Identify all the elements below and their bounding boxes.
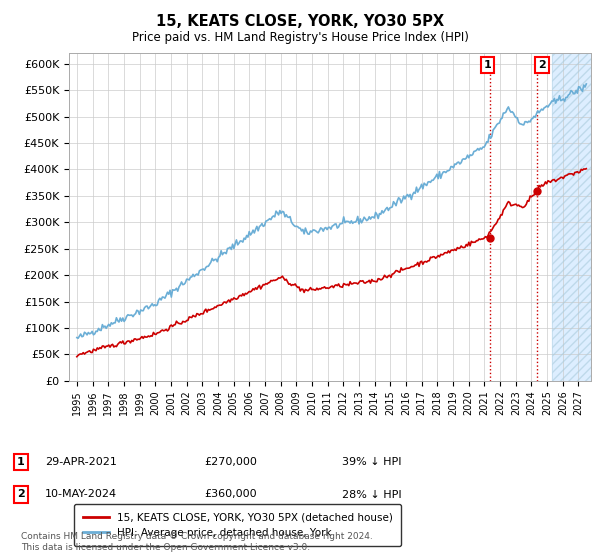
Text: £360,000: £360,000: [204, 489, 257, 500]
Text: 2: 2: [17, 489, 25, 500]
Bar: [552, 53, 591, 381]
Text: 2: 2: [538, 60, 546, 70]
Text: 39% ↓ HPI: 39% ↓ HPI: [342, 457, 401, 467]
Text: 1: 1: [17, 457, 25, 467]
Text: 10-MAY-2024: 10-MAY-2024: [45, 489, 117, 500]
Text: 1: 1: [484, 60, 491, 70]
Text: Price paid vs. HM Land Registry's House Price Index (HPI): Price paid vs. HM Land Registry's House …: [131, 31, 469, 44]
Legend: 15, KEATS CLOSE, YORK, YO30 5PX (detached house), HPI: Average price, detached h: 15, KEATS CLOSE, YORK, YO30 5PX (detache…: [74, 504, 401, 546]
Text: £270,000: £270,000: [204, 457, 257, 467]
Text: Contains HM Land Registry data © Crown copyright and database right 2024.
This d: Contains HM Land Registry data © Crown c…: [21, 532, 373, 552]
Text: 15, KEATS CLOSE, YORK, YO30 5PX: 15, KEATS CLOSE, YORK, YO30 5PX: [156, 14, 444, 29]
Text: 28% ↓ HPI: 28% ↓ HPI: [342, 489, 401, 500]
Bar: [552, 53, 591, 381]
Text: 29-APR-2021: 29-APR-2021: [45, 457, 117, 467]
